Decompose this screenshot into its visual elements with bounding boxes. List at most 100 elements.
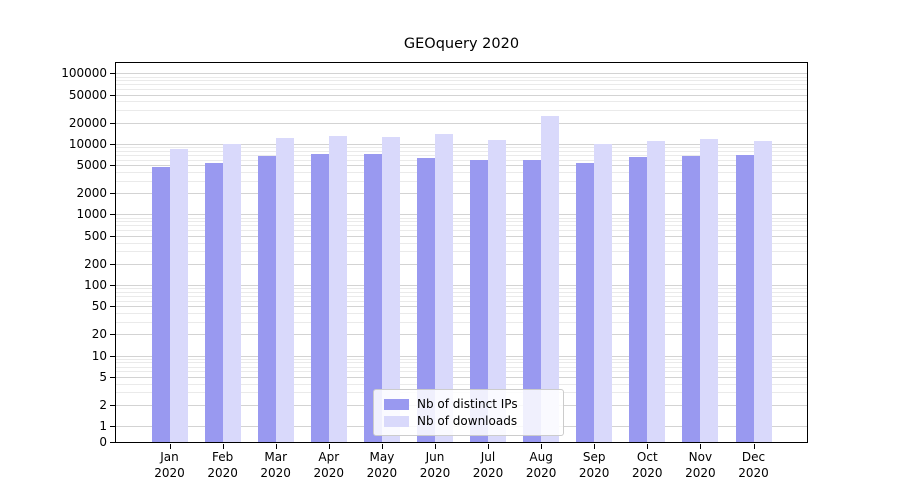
y-tick-mark bbox=[110, 285, 115, 286]
gridline-minor bbox=[116, 366, 807, 368]
bar-downloads-mar bbox=[275, 137, 294, 442]
legend-swatch-distinct-ips bbox=[384, 398, 409, 410]
gridline-minor bbox=[116, 362, 807, 364]
x-tick-mark bbox=[435, 444, 436, 449]
x-tick-mark bbox=[700, 444, 702, 449]
x-tick-mark bbox=[753, 444, 755, 449]
y-tick-label: 1000 bbox=[76, 207, 107, 222]
bar-downloads-dec bbox=[753, 140, 772, 442]
y-tick-label: 50000 bbox=[68, 87, 107, 102]
x-tick-label-may: May 2020 bbox=[366, 450, 398, 480]
y-tick-mark bbox=[110, 214, 115, 216]
x-tick-label-jul: Jul 2020 bbox=[472, 450, 504, 480]
y-tick-label: 500 bbox=[84, 228, 107, 243]
gridline-minor bbox=[116, 251, 807, 253]
bar-distinct-ips-jun bbox=[417, 158, 435, 442]
gridline-minor bbox=[116, 89, 807, 90]
bar-distinct-ips-dec bbox=[735, 155, 754, 442]
gridline-minor bbox=[116, 358, 807, 360]
y-axis: 0 1 2 5 10 20 50 100 200 500 1000 2000 5000 10000 2000… bbox=[0, 63, 107, 449]
y-tick-label: 10000 bbox=[68, 136, 107, 151]
x-tick-label-sep: Sep 2020 bbox=[578, 450, 610, 480]
legend-swatch-downloads bbox=[384, 415, 409, 427]
x-tick-mark bbox=[381, 444, 383, 449]
bar-downloads-feb bbox=[222, 143, 241, 442]
legend-item-downloads: Nb of downloads bbox=[384, 414, 553, 428]
gridline-minor bbox=[116, 300, 807, 302]
x-axis: Jan 2020 Feb 2020 Mar 2020 Apr 2020 May 2020… bbox=[116, 450, 807, 486]
gridline-minor bbox=[116, 291, 807, 293]
y-tick-label: 20000 bbox=[68, 115, 107, 130]
gridline-major bbox=[116, 214, 807, 216]
gridline-minor bbox=[116, 84, 807, 86]
y-axis-tick-marks bbox=[110, 63, 116, 444]
x-axis-tick-marks bbox=[116, 443, 807, 449]
x-tick-mark bbox=[169, 444, 171, 449]
gridline-major bbox=[116, 235, 807, 237]
x-tick-label-oct: Oct 2020 bbox=[632, 450, 663, 480]
y-tick-mark bbox=[110, 306, 115, 308]
x-tick-label-dec: Dec 2020 bbox=[738, 450, 769, 480]
gridline-major bbox=[116, 122, 807, 124]
x-tick-label-jun: Jun 2020 bbox=[419, 450, 451, 480]
gridline-minor bbox=[116, 150, 807, 152]
gridline-minor bbox=[116, 217, 807, 219]
legend-label-distinct-ips: Nb of distinct IPs bbox=[417, 397, 518, 411]
bar-downloads-jan bbox=[169, 149, 188, 442]
x-tick-label-apr: Apr 2020 bbox=[313, 450, 345, 480]
gridline-minor bbox=[116, 221, 807, 223]
gridline-major bbox=[116, 94, 807, 96]
gridline-minor bbox=[116, 147, 807, 149]
gridline-minor bbox=[116, 159, 807, 161]
y-tick-mark bbox=[110, 122, 115, 124]
y-tick-mark bbox=[110, 404, 115, 406]
bar-downloads-apr bbox=[328, 136, 347, 442]
gridline-major bbox=[116, 73, 807, 75]
x-tick-label-feb: Feb 2020 bbox=[207, 450, 238, 480]
bar-downloads-may bbox=[381, 137, 400, 442]
y-tick-mark bbox=[110, 376, 115, 378]
y-tick-mark bbox=[110, 442, 115, 443]
y-tick-label: 20 bbox=[91, 327, 107, 342]
x-tick-mark bbox=[488, 444, 489, 449]
gridline-minor bbox=[116, 180, 807, 182]
y-tick-label: 100000 bbox=[61, 66, 107, 81]
y-tick-mark bbox=[110, 263, 115, 265]
bar-distinct-ips-may bbox=[363, 153, 382, 442]
gridline-major bbox=[116, 193, 807, 195]
y-tick-label: 0 bbox=[99, 435, 107, 449]
bar-distinct-ips-sep bbox=[576, 162, 595, 442]
y-tick-label: 100 bbox=[84, 278, 107, 292]
bar-distinct-ips-feb bbox=[204, 162, 223, 442]
gridline-minor bbox=[116, 295, 807, 297]
x-tick-label-mar: Mar 2020 bbox=[260, 450, 291, 480]
gridline-major bbox=[116, 143, 807, 145]
bar-downloads-aug bbox=[541, 116, 560, 442]
y-tick-label: 1 bbox=[99, 419, 107, 434]
gridline-minor bbox=[116, 371, 807, 373]
bar-distinct-ips-jan bbox=[151, 167, 170, 442]
bar-distinct-ips-oct bbox=[629, 157, 648, 442]
bar-distinct-ips-aug bbox=[523, 160, 542, 442]
y-tick-mark bbox=[110, 73, 115, 75]
gridline-major bbox=[116, 376, 807, 378]
y-tick-mark bbox=[110, 426, 115, 428]
x-tick-label-aug: Aug 2020 bbox=[525, 450, 557, 480]
gridline-minor bbox=[116, 321, 807, 323]
x-tick-mark bbox=[275, 444, 277, 449]
bar-downloads-jun bbox=[435, 134, 453, 442]
gridline-minor bbox=[116, 383, 807, 385]
gridline-major bbox=[116, 263, 807, 265]
y-tick-mark bbox=[110, 165, 115, 167]
y-tick-label: 200 bbox=[84, 256, 107, 271]
y-tick-label: 50 bbox=[91, 299, 107, 314]
bar-distinct-ips-apr bbox=[310, 154, 329, 442]
gridline-minor bbox=[116, 110, 807, 112]
x-tick-mark bbox=[541, 444, 543, 449]
gridline-minor bbox=[116, 230, 807, 232]
bar-distinct-ips-nov bbox=[682, 155, 701, 442]
y-tick-mark bbox=[110, 94, 115, 96]
y-tick-mark bbox=[110, 193, 115, 195]
bar-downloads-sep bbox=[594, 144, 613, 442]
gridline-major bbox=[116, 285, 807, 286]
